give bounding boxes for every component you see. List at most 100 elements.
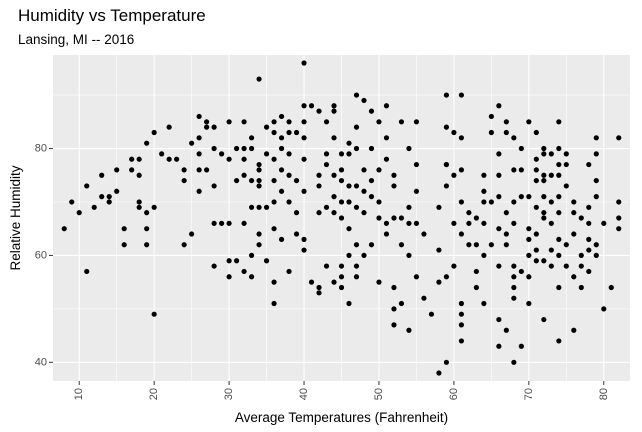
scatter-point	[466, 220, 472, 226]
scatter-point	[211, 263, 217, 269]
scatter-point	[548, 199, 554, 205]
scatter-point	[586, 236, 592, 242]
scatter-point	[398, 215, 405, 221]
scatter-point	[376, 199, 382, 205]
scatter-point	[353, 263, 360, 269]
x-tick-label: 70	[523, 388, 535, 400]
scatter-point	[526, 274, 532, 280]
scatter-point	[181, 167, 187, 173]
scatter-point	[518, 194, 524, 200]
scatter-point	[616, 199, 622, 205]
scatter-point	[346, 183, 352, 189]
scatter-point	[361, 167, 367, 173]
scatter-point	[91, 204, 97, 210]
scatter-point	[241, 268, 247, 275]
scatter-point	[481, 220, 487, 226]
scatter-point	[338, 274, 345, 280]
scatter-point	[458, 311, 464, 317]
scatter-point	[496, 343, 502, 349]
scatter-point	[586, 204, 592, 210]
scatter-point	[301, 156, 307, 162]
scatter-point	[353, 242, 360, 248]
scatter-point	[556, 284, 562, 291]
scatter-point	[443, 183, 450, 189]
scatter-point	[84, 183, 90, 189]
scatter-point	[526, 194, 532, 200]
scatter-point	[443, 359, 450, 365]
scatter-point	[511, 135, 517, 141]
scatter-point	[548, 220, 554, 226]
scatter-point	[533, 156, 539, 162]
scatter-point	[271, 300, 277, 307]
scatter-point	[541, 316, 547, 323]
x-tick-label: 40	[298, 388, 310, 400]
scatter-point	[144, 226, 150, 232]
scatter-point	[413, 161, 420, 168]
scatter-point	[563, 183, 569, 189]
scatter-point	[458, 338, 464, 344]
scatter-point	[278, 135, 285, 141]
scatter-point	[526, 252, 532, 259]
scatter-point	[458, 135, 464, 141]
scatter-point	[323, 161, 330, 168]
scatter-point	[503, 242, 509, 248]
scatter-point	[496, 103, 502, 109]
scatter-point	[338, 167, 345, 173]
scatter-point	[211, 183, 217, 189]
scatter-point	[541, 210, 547, 216]
scatter-point	[488, 129, 494, 136]
scatter-point	[204, 124, 210, 130]
scatter-point	[323, 263, 330, 269]
scatter-point	[556, 210, 562, 216]
scatter-point	[346, 300, 352, 307]
scatter-point	[488, 242, 494, 248]
scatter-point	[233, 177, 240, 184]
scatter-point	[241, 145, 247, 152]
scatter-point	[556, 145, 562, 152]
scatter-point	[278, 145, 285, 152]
scatter-point	[353, 204, 360, 210]
scatter-point	[451, 129, 457, 136]
x-tick-label: 30	[223, 388, 235, 400]
scatter-point	[481, 172, 487, 178]
scatter-point	[458, 199, 464, 205]
scatter-point	[121, 226, 127, 232]
scatter-point	[406, 220, 412, 226]
scatter-point	[241, 156, 247, 162]
x-tick-label: 60	[448, 388, 460, 400]
scatter-point	[533, 204, 539, 210]
scatter-point	[421, 231, 427, 237]
scatter-point	[383, 156, 390, 162]
scatter-point	[316, 284, 322, 291]
scatter-point	[436, 370, 442, 376]
scatter-point	[488, 199, 494, 205]
scatter-point	[563, 161, 569, 168]
scatter-point	[204, 167, 210, 173]
scatter-point	[338, 199, 345, 205]
scatter-point	[301, 135, 307, 141]
scatter-point	[616, 135, 622, 141]
scatter-point	[443, 161, 450, 168]
scatter-point	[361, 252, 367, 259]
scatter-point	[256, 161, 262, 168]
scatter-point	[578, 284, 584, 291]
scatter-point	[406, 327, 412, 333]
scatter-point	[263, 258, 270, 264]
scatter-point	[421, 295, 427, 301]
scatter-point	[361, 97, 367, 104]
scatter-point	[533, 129, 539, 136]
scatter-point	[473, 268, 479, 275]
scatter-point	[548, 172, 554, 178]
scatter-point	[204, 119, 210, 125]
scatter-point	[308, 279, 315, 285]
scatter-point	[473, 242, 479, 248]
scatter-point	[593, 242, 599, 248]
scatter-point	[428, 311, 435, 317]
scatter-point	[166, 156, 172, 162]
scatter-point	[256, 177, 262, 184]
scatter-point	[563, 242, 569, 248]
scatter-point	[346, 199, 352, 205]
scatter-point	[233, 145, 240, 152]
scatter-point	[556, 236, 562, 242]
